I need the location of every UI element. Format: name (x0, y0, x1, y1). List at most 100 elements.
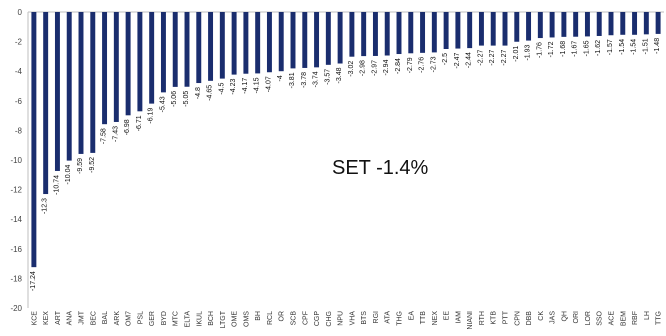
data-label: -3.48 (336, 67, 343, 83)
data-label: -12.3 (42, 198, 49, 214)
data-label: -2.27 (477, 50, 484, 66)
bar-cpall (219, 12, 225, 79)
data-label: -7.43 (112, 126, 119, 142)
bar-ea (408, 12, 414, 54)
x-tick-label: OM7 (126, 311, 133, 326)
data-label: -2.73 (430, 56, 437, 72)
bar-global (102, 12, 108, 125)
bar-lh (643, 12, 649, 35)
x-tick-label: DBB (526, 311, 533, 326)
x-tick-label: KEX (43, 311, 50, 325)
bar-psl (137, 12, 143, 112)
data-label: -2.44 (466, 52, 473, 68)
bar-tasco (384, 12, 390, 56)
data-label: -6.98 (124, 119, 131, 135)
x-tick-label: JAS (550, 311, 557, 324)
data-label: -4.65 (207, 85, 214, 101)
data-label: -2.47 (454, 52, 461, 68)
x-tick-label: NEX (432, 311, 439, 326)
data-label: -6.19 (148, 108, 155, 124)
data-label: -17.24 (30, 271, 37, 291)
data-label: -1.65 (583, 40, 590, 56)
data-label: -1.48 (654, 38, 661, 54)
data-label: -3.78 (301, 72, 308, 88)
data-label: -9.59 (77, 158, 84, 174)
bar-irpc (113, 12, 119, 122)
x-tick-label: ATA (385, 311, 392, 324)
data-label: -2.98 (360, 60, 367, 76)
bar-jas (549, 12, 555, 38)
bar-mint (337, 12, 343, 64)
x-tick-label: RBF (632, 311, 639, 325)
data-label: -1.54 (631, 39, 638, 55)
data-label: -1.62 (595, 40, 602, 56)
x-tick-label: BEC (90, 311, 97, 325)
bar-ktb (490, 12, 496, 46)
data-label: -7.58 (101, 128, 108, 144)
bar-qh (561, 12, 567, 37)
bar-crc (243, 12, 249, 74)
x-tick-label: JMT (79, 310, 86, 324)
x-tick-label: OR (279, 311, 286, 322)
data-label: -3.74 (313, 71, 320, 87)
y-tick-label: -16 (10, 245, 22, 254)
bar-kbank (467, 12, 473, 49)
x-tick-label: LTGT (220, 310, 227, 328)
x-tick-label: CHG (326, 311, 333, 327)
data-label: -4.8 (195, 87, 202, 99)
bar-cpn (514, 12, 520, 42)
bar-bh (255, 12, 261, 74)
x-tick-label: BEM (620, 311, 627, 326)
x-tick-label: NIANI (467, 311, 474, 330)
x-tick-label: OMS (243, 311, 250, 327)
data-label: -10.74 (53, 175, 60, 195)
y-tick-label: -8 (15, 126, 23, 135)
x-tick-label: ART (55, 310, 62, 325)
bar-kce (31, 12, 37, 268)
data-label: -1.68 (560, 41, 567, 57)
data-label: -2.01 (513, 46, 520, 62)
x-tick-label: IKUL (196, 311, 203, 327)
x-tick-label: PTT (503, 310, 510, 324)
bar-cpf (302, 12, 308, 68)
x-tick-label: SCB (291, 311, 298, 326)
data-label: -5.05 (183, 91, 190, 107)
x-tick-label: CGP (314, 311, 321, 327)
y-tick-label: -6 (15, 97, 23, 106)
x-tick-label: KTB (491, 311, 498, 325)
x-tick-label: BAL (102, 311, 109, 324)
data-label: -4 (277, 75, 284, 81)
data-label: -2.27 (501, 50, 508, 66)
data-label: -4.23 (230, 79, 237, 95)
x-tick-label: BH (255, 311, 262, 321)
x-tick-label: ORI (573, 311, 580, 324)
data-label: -4.17 (242, 78, 249, 94)
x-tick-label: ELTA (185, 311, 192, 328)
bar-hmpro (54, 12, 60, 171)
data-label: -2.5 (442, 53, 449, 65)
x-tick-label: TTG (656, 311, 663, 325)
x-tick-label: MTC (173, 311, 180, 326)
data-label: -3.57 (324, 69, 331, 85)
x-tick-label: IAM (455, 311, 462, 324)
data-label: -1.51 (642, 38, 649, 54)
y-tick-label: -10 (10, 156, 22, 165)
y-tick-label: -12 (10, 186, 22, 195)
bar-bch (208, 12, 214, 81)
bar-bts (361, 12, 367, 57)
data-label: -2.79 (407, 57, 414, 73)
bar-bbl (526, 12, 532, 41)
x-tick-label: CPN (514, 311, 521, 326)
bar-delta (184, 12, 190, 87)
bar-sawad (349, 12, 355, 57)
data-label: -9.52 (89, 157, 96, 173)
bar-jmt (78, 12, 84, 154)
bar-ace (608, 12, 614, 36)
data-label: -1.57 (607, 39, 614, 55)
bar-home (231, 12, 237, 75)
bar-byd (160, 12, 166, 93)
x-tick-label: SSO (597, 310, 604, 325)
data-label: -5.06 (171, 91, 178, 107)
x-tick-label: GER (149, 311, 156, 326)
